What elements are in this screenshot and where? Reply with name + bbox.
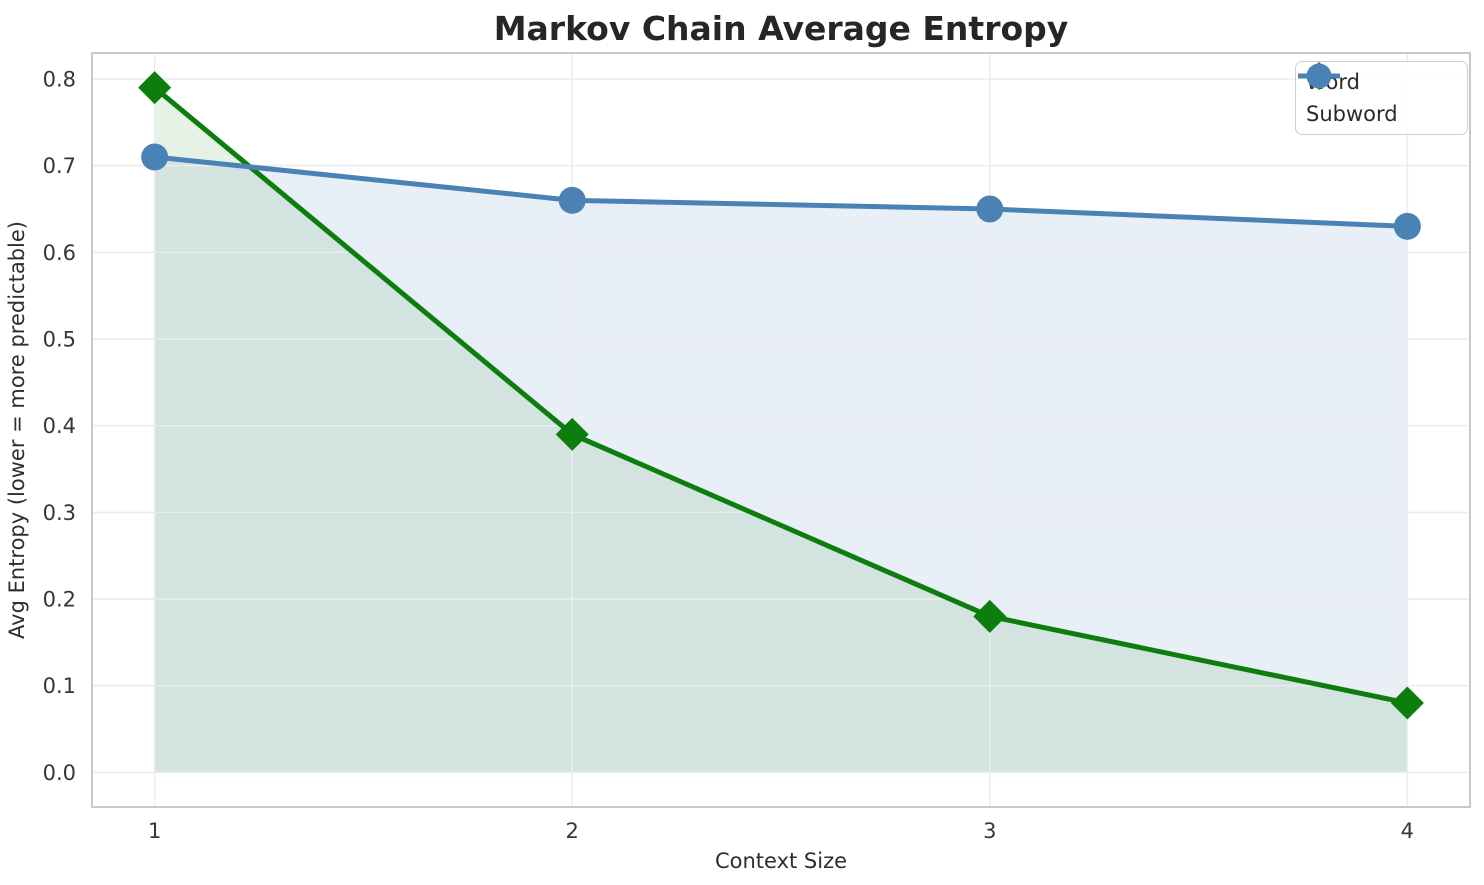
circle-legend-icon: [1298, 63, 1340, 89]
y-tick-label: 0.5: [43, 328, 76, 352]
diamond-marker-word: [973, 599, 1007, 633]
y-tick-label: 0.8: [43, 68, 76, 92]
circle-marker-subword: [976, 195, 1004, 223]
y-tick-label: 0.0: [43, 761, 76, 785]
diamond-marker-word: [138, 71, 172, 105]
circle-marker-subword: [141, 143, 169, 171]
legend-item-subword: Subword: [1298, 63, 1457, 129]
plot-frame: [91, 52, 1471, 808]
legend: Word Subword: [1295, 61, 1468, 135]
y-tick-label: 0.7: [43, 154, 76, 178]
y-tick-label: 0.1: [43, 674, 76, 698]
line-word: [153, 85, 1408, 706]
y-tick-label: 0.4: [43, 414, 76, 438]
chart-title: Markov Chain Average Entropy: [494, 9, 1069, 48]
x-tick-label: 3: [983, 819, 996, 843]
y-tick-label: 0.2: [43, 588, 76, 612]
x-tick-label: 1: [148, 819, 161, 843]
y-tick-label: 0.3: [43, 501, 76, 525]
line-subword: [154, 154, 1408, 229]
diamond-marker-word: [1390, 686, 1424, 720]
plot-area: 0.0 0.1 0.2 0.3 0.4 0.5 0.6 0.7 0.8 1 2 3 4: [43, 52, 1471, 843]
area-fill-subword: [154, 157, 1408, 773]
y-tick-label: 0.6: [43, 241, 76, 265]
x-tick-label: 2: [566, 819, 579, 843]
legend-sample-marker: [1306, 63, 1332, 89]
y-axis-label: Avg Entropy (lower = more predictable): [5, 221, 29, 639]
diamond-marker-word: [555, 417, 589, 451]
legend-label-subword: Subword: [1306, 102, 1398, 126]
x-axis-label: Context Size: [715, 849, 847, 873]
x-tick-label: 4: [1401, 819, 1414, 843]
circle-marker-subword: [558, 186, 586, 214]
circle-marker-subword: [1393, 212, 1421, 240]
area-fill-word: [154, 87, 1408, 773]
